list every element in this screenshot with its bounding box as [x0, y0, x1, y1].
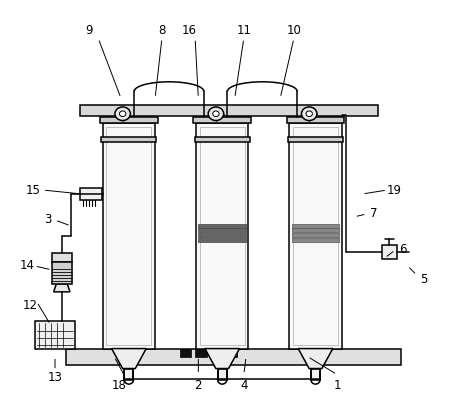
Circle shape [306, 111, 312, 116]
Circle shape [115, 107, 130, 121]
Bar [195, 137, 250, 142]
Circle shape [301, 107, 317, 121]
Text: 14: 14 [19, 260, 34, 272]
Bar [200, 127, 245, 344]
Text: 7: 7 [370, 208, 377, 220]
Bar [35, 322, 75, 349]
Bar [292, 238, 339, 242]
Bar [103, 123, 155, 349]
Bar [80, 188, 102, 201]
Text: 5: 5 [420, 273, 427, 286]
Polygon shape [54, 284, 70, 292]
Circle shape [119, 111, 126, 116]
Text: 1: 1 [333, 379, 341, 392]
Bar [292, 233, 339, 237]
Bar [124, 369, 134, 380]
Text: 12: 12 [22, 300, 37, 312]
Polygon shape [112, 349, 146, 369]
Text: 10: 10 [286, 24, 301, 37]
Text: 3: 3 [45, 213, 52, 226]
Bar [292, 228, 339, 233]
Bar [382, 245, 397, 259]
Circle shape [213, 111, 219, 116]
Bar [193, 117, 251, 123]
Bar [287, 117, 345, 123]
Text: 15: 15 [26, 183, 41, 196]
Text: 8: 8 [158, 24, 165, 37]
Bar [100, 117, 158, 123]
Text: 2: 2 [194, 379, 202, 392]
Bar [288, 137, 343, 142]
Bar [311, 369, 320, 380]
Bar [101, 137, 156, 142]
Text: 19: 19 [386, 183, 401, 196]
Polygon shape [205, 349, 239, 369]
Bar [225, 349, 237, 357]
Bar [80, 105, 378, 116]
Bar [198, 223, 246, 228]
Bar [66, 349, 401, 364]
Bar [218, 369, 227, 380]
Bar [195, 349, 207, 357]
Text: 11: 11 [237, 24, 251, 37]
Bar [198, 228, 246, 233]
Bar [293, 127, 338, 344]
Text: 6: 6 [399, 243, 407, 256]
Text: 16: 16 [182, 24, 197, 37]
Text: 9: 9 [85, 24, 93, 37]
Bar [52, 262, 72, 284]
Bar [180, 349, 191, 357]
Polygon shape [298, 349, 333, 369]
Bar [52, 253, 72, 262]
Bar [196, 123, 248, 349]
Bar [292, 223, 339, 228]
Text: 4: 4 [240, 379, 247, 392]
Bar [198, 238, 246, 242]
Text: 18: 18 [111, 379, 126, 392]
Text: 13: 13 [47, 371, 63, 384]
Circle shape [208, 107, 224, 121]
Bar [106, 127, 152, 344]
Bar [289, 123, 342, 349]
Bar [210, 349, 221, 357]
Bar [198, 233, 246, 237]
